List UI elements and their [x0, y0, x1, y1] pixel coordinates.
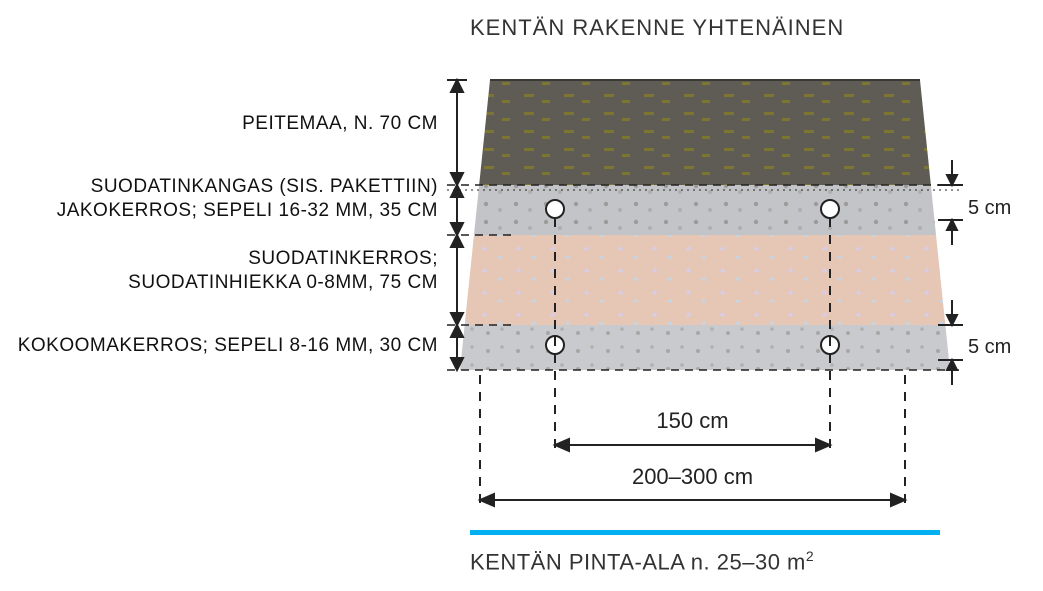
layer-suodatinkerros: [440, 235, 970, 325]
pipe-top-right: [821, 200, 839, 218]
left-arrow-spine: [447, 80, 467, 370]
dim-200-300: [480, 494, 905, 506]
right-5cm-top: [938, 160, 963, 245]
layer-peitemaa: [440, 80, 970, 185]
dim-150: [555, 439, 830, 451]
layer-kokoomakerros: [440, 325, 970, 370]
pipe-top-left: [546, 200, 564, 218]
cross-section-diagram: [0, 0, 1043, 591]
layer-jakokerros: [440, 185, 970, 235]
